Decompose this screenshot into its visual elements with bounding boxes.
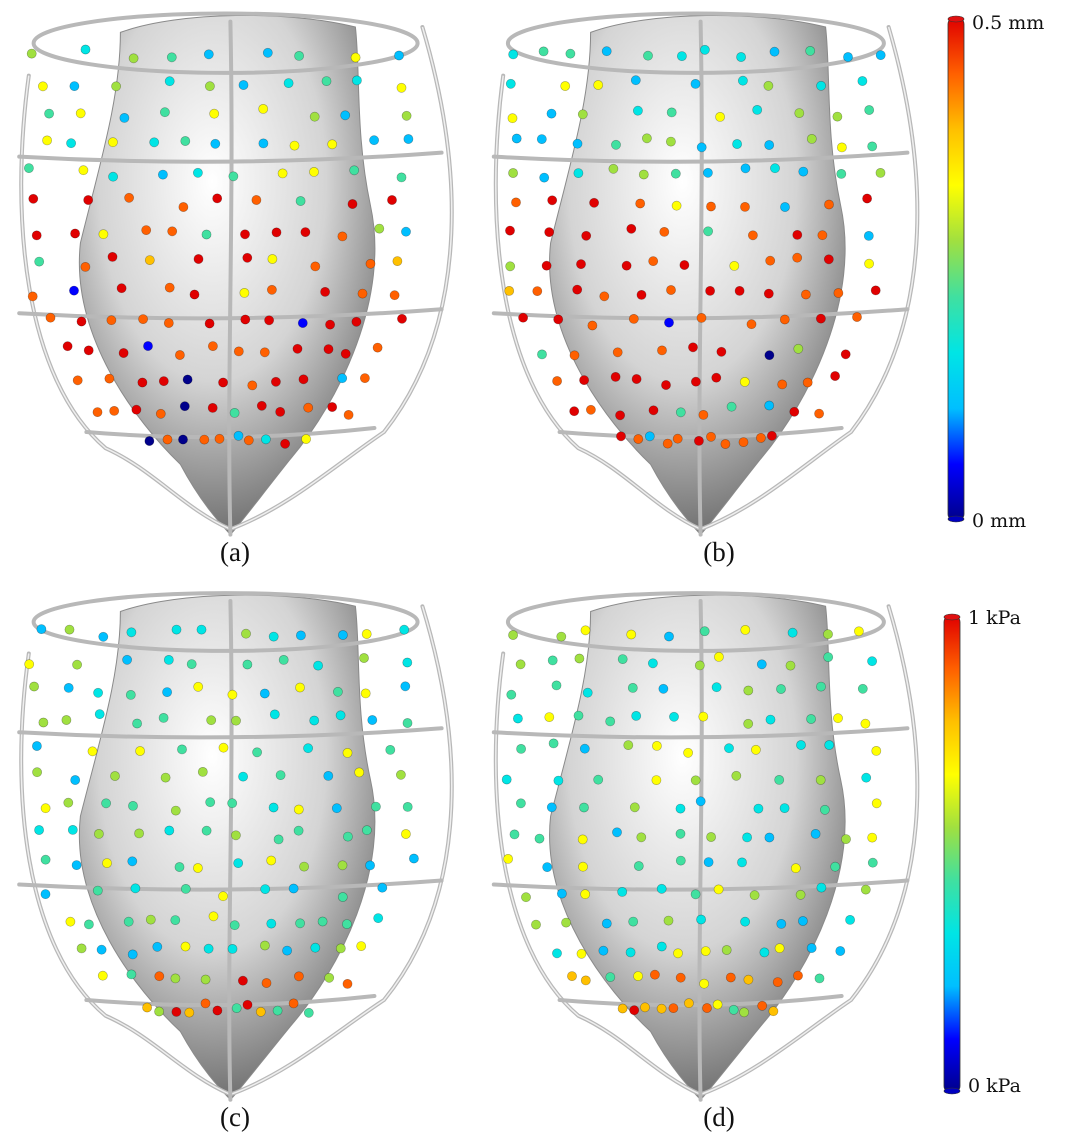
- panel-c-visualization: [17, 591, 454, 1102]
- panel-c-meridian: [227, 599, 234, 1102]
- panel-b-caption: (b): [703, 537, 735, 567]
- displacement-colorbar-gradient: [947, 17, 965, 521]
- panel-b-point-cloud: [504, 44, 886, 449]
- stress-colorbar-max-label: 1 kPa: [968, 607, 1021, 629]
- displacement-colorbar-cap-bottom: [947, 515, 965, 523]
- panel-a-visualization: [17, 11, 454, 537]
- panel-d-visualization: [491, 591, 920, 1102]
- displacement-colorbar-max-label: 0.5 mm: [972, 12, 1045, 34]
- panel-a-caption: (a): [220, 537, 250, 567]
- panel-c-caption: (c): [220, 1102, 250, 1132]
- panel-a-point-cloud: [23, 44, 414, 449]
- panel-d-caption: (d): [703, 1102, 735, 1132]
- panel-b-top-ring: [505, 11, 886, 75]
- stress-colorbar-cap-top: [943, 613, 961, 621]
- panel-a-meridian: [227, 19, 234, 537]
- panel-c-point-cloud: [24, 624, 419, 1018]
- displacement-colorbar-min-label: 0 mm: [972, 510, 1027, 532]
- panel-a-top-ring: [31, 11, 420, 75]
- displacement-colorbar: [947, 15, 965, 523]
- panel-c-top-ring: [31, 591, 420, 653]
- panel-d-meridian: [697, 599, 704, 1102]
- panel-d-top-ring: [505, 591, 886, 653]
- stress-colorbar: [943, 613, 961, 1095]
- panel-d-point-cloud: [501, 625, 882, 1018]
- stress-colorbar-min-label: 0 kPa: [968, 1075, 1021, 1097]
- panel-b-visualization: [491, 11, 920, 537]
- displacement-colorbar-cap-top: [947, 15, 965, 23]
- stress-colorbar-cap-bottom: [943, 1087, 961, 1095]
- panel-b-meridian: [697, 19, 704, 537]
- stress-colorbar-gradient: [943, 615, 961, 1093]
